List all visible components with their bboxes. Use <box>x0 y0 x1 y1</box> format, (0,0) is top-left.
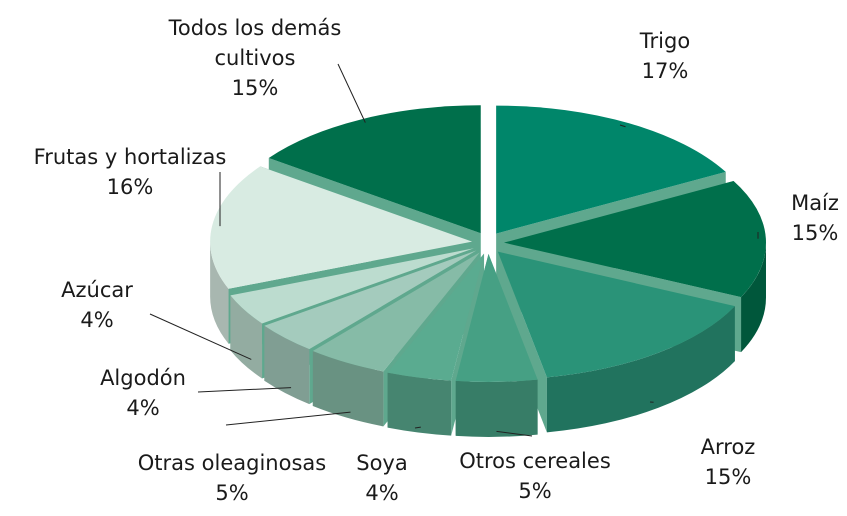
slice-label: Frutas y hortalizas 16% <box>34 142 227 202</box>
slice <box>210 166 473 289</box>
slice <box>497 251 735 378</box>
value-label: 15% <box>791 221 839 245</box>
category-label: Maíz <box>791 191 839 215</box>
category-label: Algodón <box>100 366 186 390</box>
leader-line <box>619 124 626 128</box>
slice <box>455 253 538 382</box>
slice-label: Azúcar 4% <box>61 275 133 335</box>
leader-line <box>149 313 252 360</box>
slice <box>496 105 726 234</box>
value-label: 4% <box>365 481 399 505</box>
category-label: Azúcar <box>61 278 133 302</box>
value-label: 5% <box>518 479 552 503</box>
value-label: 16% <box>106 175 154 199</box>
category-label: Otras oleaginosas <box>137 451 327 475</box>
category-label: Otros cereales <box>459 449 611 473</box>
slice-side <box>546 306 735 433</box>
value-label: 15% <box>231 76 279 100</box>
category-label: Todos los demás cultivos <box>168 16 342 70</box>
leader-line <box>197 387 292 393</box>
slice-label: Otros cereales 5% <box>459 446 611 506</box>
slice-label: Arroz 15% <box>701 432 756 492</box>
slice-side <box>312 351 384 427</box>
slice-side <box>387 372 452 436</box>
category-label: Arroz <box>700 435 756 459</box>
slice-side <box>230 295 263 379</box>
slice <box>503 180 766 298</box>
leader-line <box>414 426 421 429</box>
leader-line <box>496 430 533 437</box>
slice-label: Otras oleaginosas 5% <box>138 448 326 508</box>
slice-side <box>264 325 310 405</box>
leader-line <box>337 63 366 123</box>
value-label: 15% <box>704 465 752 489</box>
value-label: 5% <box>215 481 249 505</box>
value-label: 4% <box>126 396 160 420</box>
slice <box>268 105 481 234</box>
leader-line <box>225 411 351 426</box>
slice <box>387 253 485 381</box>
slice-label: Trigo 17% <box>640 26 690 86</box>
category-label: Trigo <box>639 29 691 53</box>
slice <box>312 252 480 372</box>
value-label: 4% <box>80 308 114 332</box>
value-label: 17% <box>641 59 689 83</box>
slice-side <box>455 379 538 437</box>
slice-label: Algodón 4% <box>100 363 186 423</box>
slice <box>230 248 474 324</box>
slice <box>264 250 477 350</box>
slice-label: Soya 4% <box>356 448 407 508</box>
slice-side <box>741 242 766 353</box>
category-label: Frutas y hortalizas <box>33 145 227 169</box>
category-label: Soya <box>356 451 408 475</box>
slice-label: Todos los demás cultivos 15% <box>155 13 355 103</box>
slice-side <box>210 241 229 344</box>
slice-label: Maíz 15% <box>791 188 839 248</box>
